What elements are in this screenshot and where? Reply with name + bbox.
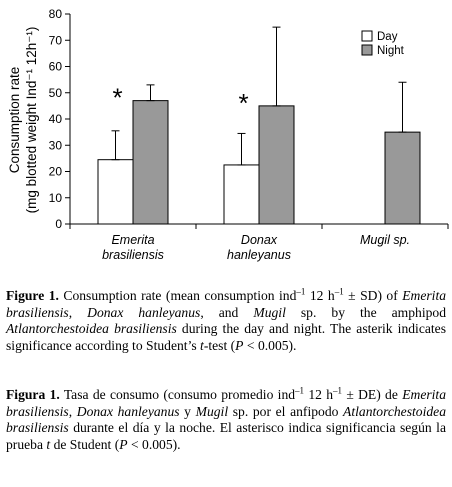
species-name: Donax hanleyanus	[87, 304, 201, 320]
caption-text: 12 h	[305, 288, 335, 303]
significance-asterisk: *	[112, 83, 122, 113]
species-name: Emerita brasiliensis	[6, 288, 447, 320]
x-category-label-line2: brasiliensis	[102, 248, 164, 262]
x-category-label: Donax	[241, 233, 278, 247]
caption-superscript: –1	[295, 385, 305, 396]
bar-day-0	[97, 159, 134, 225]
species-name: Atlantorchestoidea brasiliensis	[6, 403, 446, 436]
caption-text: y	[179, 403, 196, 419]
bar-night-1	[258, 105, 295, 225]
caption-text: during the day and night. The asterik in…	[6, 321, 446, 353]
caption-text: , and	[200, 304, 254, 320]
species-name: Mugil	[195, 403, 229, 419]
y-tick-label: 0	[55, 217, 62, 231]
species-name: Mugil	[253, 304, 286, 320]
caption-text: durante el día y la noche. El asterisco …	[6, 420, 446, 452]
caption-italic: t	[46, 436, 51, 452]
caption-label: Figura 1.	[6, 387, 60, 402]
y-tick-label: 50	[49, 86, 63, 100]
bar-night-2	[384, 131, 421, 225]
caption-text: 12 h	[304, 387, 334, 402]
chart-legend: Day Night	[361, 30, 405, 57]
y-tick-label: 30	[49, 138, 63, 152]
y-axis-label-line1: Consumption rate	[7, 67, 22, 174]
caption-text: < 0.005).	[127, 436, 181, 452]
x-category-label: Mugil sp.	[360, 233, 410, 247]
caption-text: sp. by the amphipod	[285, 304, 447, 320]
legend-swatch-night	[361, 44, 373, 56]
caption-italic: P	[119, 436, 128, 452]
caption-text: < 0.005).	[243, 337, 297, 353]
caption-label: Figure 1.	[6, 288, 59, 303]
figure-caption-english: Figure 1. Consumption rate (mean consump…	[6, 286, 447, 354]
y-tick-label: 40	[49, 112, 63, 126]
caption-text: Tasa de consumo (consumo promedio ind	[59, 387, 296, 402]
legend-swatch-day	[361, 30, 373, 42]
caption-text: -test (	[203, 337, 236, 353]
caption-italic: t	[200, 337, 204, 353]
caption-text: ,	[68, 304, 88, 320]
caption-text: de Student (	[50, 436, 120, 452]
y-tick-label: 60	[49, 60, 63, 74]
legend-label-night: Night	[377, 45, 405, 57]
figure-caption-spanish: Figura 1. Tasa de consumo (consumo prome…	[6, 385, 446, 453]
caption-text: sp. por el anfipodo	[228, 403, 344, 419]
caption-text: ,	[68, 403, 77, 419]
x-category-label-line2: hanleyanus	[227, 248, 291, 262]
bar-day-1	[223, 164, 260, 225]
chart-bars: * *	[97, 26, 421, 225]
caption-superscript: –1	[296, 286, 306, 297]
y-tick-label: 10	[49, 191, 63, 205]
caption-italic: P	[235, 337, 244, 353]
bar-night-0	[132, 100, 169, 225]
caption-superscript: –1	[334, 286, 344, 297]
caption-text: Consumption rate (mean consumption ind	[58, 288, 297, 303]
significance-asterisk: *	[238, 88, 248, 118]
y-tick-label: 20	[49, 165, 63, 179]
caption-superscript: –1	[333, 385, 343, 396]
x-category-label: Emerita	[111, 233, 154, 247]
species-name: Donax hanleyanus	[76, 403, 180, 419]
legend-label-day: Day	[377, 31, 398, 43]
y-tick-label: 70	[49, 33, 63, 47]
y-axis-label-line2: (mg blotted weight Ind⁻¹ 12h⁻¹)	[24, 27, 39, 214]
caption-text: ± DE) de	[342, 387, 403, 402]
caption-text: ± SD) of	[343, 288, 403, 303]
y-tick-label: 80	[49, 7, 63, 21]
species-name: Emerita brasiliensis	[6, 387, 446, 419]
species-name: Atlantorchestoidea brasiliensis	[6, 321, 177, 337]
